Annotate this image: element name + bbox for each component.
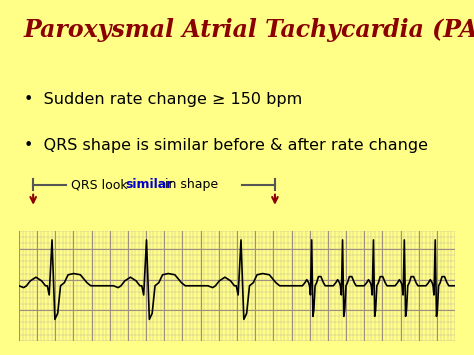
Text: QRS look: QRS look	[71, 178, 132, 191]
Text: •  Sudden rate change ≥ 150 bpm: • Sudden rate change ≥ 150 bpm	[24, 92, 302, 107]
Text: in shape: in shape	[161, 178, 219, 191]
Text: Paroxysmal Atrial Tachycardia (PAT): Paroxysmal Atrial Tachycardia (PAT)	[24, 18, 474, 42]
Text: similar: similar	[126, 178, 173, 191]
Text: •  QRS shape is similar before & after rate change: • QRS shape is similar before & after ra…	[24, 138, 428, 153]
